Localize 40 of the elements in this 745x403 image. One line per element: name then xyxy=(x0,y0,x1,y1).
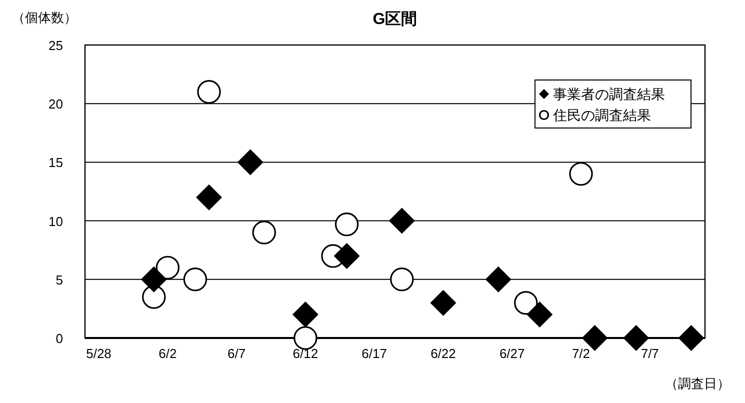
x-tick-label: 6/22 xyxy=(430,346,456,361)
point xyxy=(183,268,208,292)
point xyxy=(292,302,318,328)
point xyxy=(678,325,704,351)
point xyxy=(196,184,222,210)
point xyxy=(430,290,456,316)
y-axis-title: （個体数） xyxy=(12,10,77,25)
point xyxy=(294,326,318,350)
x-tick-label: 5/28 xyxy=(86,346,112,361)
legend-label: 住民の調査結果 xyxy=(552,107,651,123)
point xyxy=(514,290,538,315)
point xyxy=(390,268,414,292)
x-tick-label: 6/27 xyxy=(499,346,525,361)
point xyxy=(140,266,167,292)
x-axis-title: （調査日） xyxy=(665,376,730,391)
point xyxy=(142,285,166,309)
chart-title: G区間 xyxy=(372,11,418,28)
x-tick-label: 7/7 xyxy=(640,346,659,361)
point xyxy=(526,302,553,328)
y-tick-label: 25 xyxy=(48,38,63,53)
x-tick-label: 6/7 xyxy=(228,346,246,361)
x-tick-label: 6/2 xyxy=(158,346,177,361)
y-tick-label: 10 xyxy=(48,214,63,229)
x-tick-label: 6/17 xyxy=(362,346,387,361)
point xyxy=(485,266,512,292)
legend-label: 事業者の調査結果 xyxy=(553,86,665,102)
point xyxy=(388,208,415,234)
point xyxy=(569,162,593,186)
point xyxy=(334,212,359,236)
point xyxy=(237,149,264,176)
point xyxy=(156,256,180,280)
y-tick-label: 0 xyxy=(56,331,63,346)
y-tick-label: 20 xyxy=(48,96,63,112)
x-tick-label: 6/12 xyxy=(292,346,318,361)
point xyxy=(197,80,221,104)
x-tick-label: 7/2 xyxy=(572,346,590,361)
y-tick-label: 5 xyxy=(56,272,63,288)
point xyxy=(252,220,276,244)
point xyxy=(334,242,360,269)
y-tick-label: 15 xyxy=(48,155,63,170)
